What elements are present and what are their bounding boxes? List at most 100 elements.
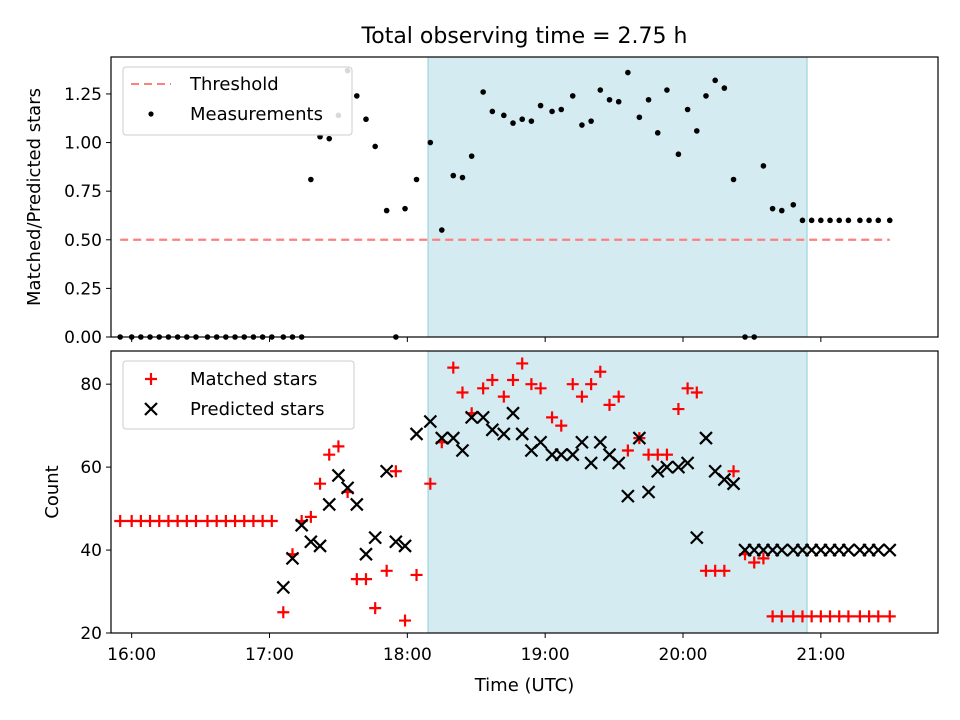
measurement-point [450, 172, 457, 179]
matched-stars-point [332, 440, 345, 453]
matched-stars-point [497, 390, 510, 403]
predicted-stars-point [690, 530, 704, 545]
measurement-point [501, 112, 507, 119]
measurement-point [827, 217, 833, 224]
measurement-point [645, 96, 652, 103]
matched-stars-point [314, 477, 327, 490]
matched-stars-point [757, 552, 770, 565]
matched-stars-point [399, 614, 412, 627]
bottom-y-tick-label: 60 [80, 458, 102, 478]
matched-stars-point [389, 465, 402, 478]
predicted-stars-point [584, 456, 598, 470]
bottom-x-tick-label: 19:00 [521, 645, 570, 665]
matched-stars-point [380, 564, 393, 577]
measurement-point [528, 118, 535, 124]
measurement-point [684, 106, 691, 113]
predicted-stars-point [650, 464, 665, 479]
matched-stars-point [612, 390, 625, 403]
top-panel: 0.00 0.25 0.50 0.75 1.00 1.25 Matched/Predict… [24, 56, 939, 348]
matched-stars-point [690, 386, 703, 399]
matched-stars-point [534, 382, 547, 395]
measurement-point [625, 69, 631, 76]
measurement-point [636, 114, 643, 121]
predicted-stars-point [322, 497, 337, 512]
matched-stars-point [424, 477, 437, 490]
predicted-stars-point [641, 485, 656, 499]
measurement-point [664, 87, 670, 93]
bottom-legend: Matched stars Predicted stars [122, 360, 355, 430]
matched-stars-point [189, 515, 202, 528]
top-legend-box [122, 66, 353, 136]
matched-stars-point [447, 361, 460, 374]
top-y-tick-label: 0.75 [64, 182, 102, 202]
predicted-stars-point [671, 460, 686, 474]
matched-stars-point [507, 374, 520, 387]
matched-stars-point [323, 448, 336, 461]
bottom-x-tick-label: 16:00 [107, 645, 156, 665]
matched-stars-point [621, 444, 634, 457]
top-y-axis-label: Matched/Predicted stars [24, 88, 45, 306]
matched-stars-point [525, 378, 538, 391]
predicted-stars-point [699, 431, 713, 445]
predicted-stars-point [882, 543, 897, 557]
bottom-x-tick-label: 18:00 [383, 645, 432, 665]
predicted-stars-point [350, 497, 364, 512]
matched-stars-point [585, 378, 598, 391]
matched-stars-point [775, 610, 788, 623]
measurement-point [857, 217, 863, 224]
predicted-stars-point [285, 551, 300, 566]
predicted-stars-point [621, 489, 635, 503]
measurement-point [549, 108, 555, 115]
bottom-legend-box [122, 360, 355, 430]
matched-stars-point [265, 515, 278, 528]
predicted-stars-point [680, 456, 695, 470]
measurement-point [383, 207, 390, 214]
bottom-x-tick-label: 21:00 [796, 645, 845, 665]
legend-matched-swatch [145, 373, 157, 385]
matched-stars-point [672, 403, 685, 416]
predicted-stars-point [409, 427, 424, 441]
measurement-point [326, 135, 333, 142]
matched-stars-point [555, 419, 568, 432]
predicted-stars-point [359, 547, 373, 561]
matched-stars-point [681, 382, 694, 395]
measurement-point [675, 151, 682, 158]
measurement-point [712, 77, 718, 84]
matched-stars-point [594, 365, 607, 378]
bottom-y-axis-label: Count [42, 465, 63, 518]
measurement-point [836, 217, 843, 224]
measurement-point [363, 116, 369, 123]
measurement-point [519, 116, 526, 123]
matched-stars-point [883, 610, 896, 623]
top-y-tick-label: 1.25 [64, 85, 102, 105]
predicted-stars-point [726, 476, 741, 491]
matched-stars-point [575, 390, 588, 403]
bottom-y-tick-label: 80 [80, 375, 102, 395]
measurement-point [866, 217, 872, 224]
measurement-point [730, 176, 737, 183]
legend-measurements-label: Measurements [190, 104, 323, 125]
measurement-point [606, 96, 613, 103]
measurement-point [654, 130, 661, 136]
predicted-stars-point [368, 530, 382, 545]
measurement-point [354, 93, 360, 99]
measurement-point [468, 153, 475, 159]
top-y-ticks: 0.00 0.25 0.50 0.75 1.00 1.25 [64, 85, 111, 348]
measurement-point [597, 87, 604, 93]
predicted-stars-point [611, 456, 626, 470]
matched-stars-point [456, 386, 469, 399]
measurement-point [372, 143, 378, 150]
matched-stars-point [546, 411, 559, 424]
predicted-stars-point [423, 414, 438, 429]
measurement-point [875, 217, 882, 224]
measurement-point [769, 205, 776, 212]
matched-stars-point [277, 606, 290, 619]
predicted-stars-point [506, 406, 520, 420]
bottom-observing-window [427, 350, 808, 634]
predicted-stars-point [435, 431, 449, 445]
bottom-axes-frame [110, 350, 939, 634]
legend-predicted-swatch [144, 402, 158, 416]
bottom-y-tick-label: 40 [80, 541, 102, 561]
